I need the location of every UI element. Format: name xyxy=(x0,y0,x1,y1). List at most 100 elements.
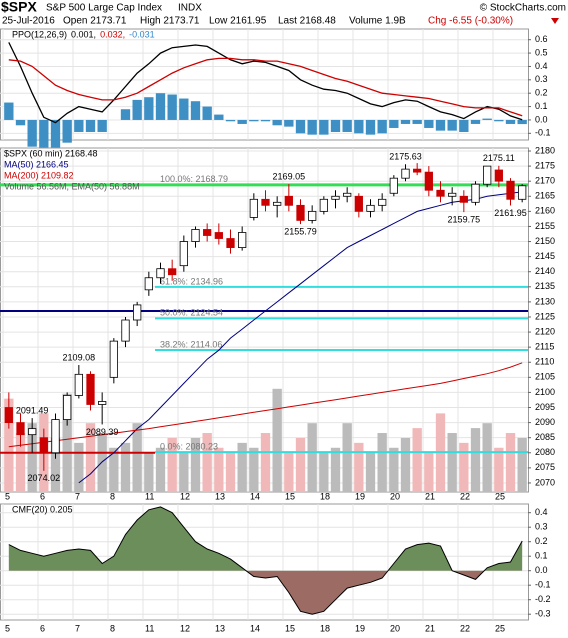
histogram-bar xyxy=(155,93,166,120)
x-tick-label: 14 xyxy=(250,623,260,633)
y-tick-label: 0.2 xyxy=(535,536,548,546)
low: Low 2161.95 xyxy=(209,16,267,27)
y-tick-label: 0.4 xyxy=(535,507,548,517)
histogram-bar xyxy=(435,119,446,131)
y-tick-label: 2170 xyxy=(535,176,555,186)
histogram-bar xyxy=(365,119,376,135)
candle-body xyxy=(98,401,107,405)
x-tick-label: 20 xyxy=(390,491,400,501)
y-tick-label: 2180 xyxy=(535,145,555,155)
histogram-bar xyxy=(179,98,189,120)
candle-body xyxy=(156,268,165,279)
y-tick-label: 2150 xyxy=(535,236,555,246)
open: Open 2173.71 xyxy=(63,16,127,27)
x-tick-label: 19 xyxy=(355,491,365,501)
histogram-bar xyxy=(225,119,236,122)
volume-bar xyxy=(202,433,212,492)
histogram-bar xyxy=(505,119,516,124)
volume-bar xyxy=(365,452,376,492)
x-tick-label: 5 xyxy=(5,623,10,633)
volume-bar xyxy=(354,442,364,492)
x-tick-label: 18 xyxy=(320,623,330,633)
y-tick-label: 0.1 xyxy=(535,551,548,561)
candle-body xyxy=(284,195,293,206)
y-tick-label: 2075 xyxy=(535,462,555,472)
y-tick-label: 2130 xyxy=(535,296,555,306)
volume-bar xyxy=(494,447,504,492)
histogram-bar xyxy=(342,119,352,132)
candle-body xyxy=(238,232,247,248)
histogram-bar xyxy=(260,119,271,122)
volume-bar xyxy=(237,442,247,492)
x-tick-label: 6 xyxy=(40,491,45,501)
volume-bar xyxy=(4,398,14,492)
x-tick-label: 18 xyxy=(320,491,330,501)
volume-bar xyxy=(482,423,492,492)
histogram-bar xyxy=(307,119,317,135)
histogram-bar xyxy=(39,119,49,162)
y-tick-label: 0.2 xyxy=(535,88,548,98)
volume-bar xyxy=(459,442,469,492)
x-tick-label: 19 xyxy=(355,623,365,633)
fib-label: 0.0%: 2080.23 xyxy=(160,441,218,451)
fib-label: 38.2%: 2114.06 xyxy=(160,339,222,349)
x-tick-label: 13 xyxy=(215,623,225,633)
candle-body xyxy=(4,407,13,423)
panel-title: PPO(12,26,9) xyxy=(12,29,67,39)
histogram-bar xyxy=(354,119,364,134)
histogram-bar xyxy=(412,119,422,124)
x-tick-label: 12 xyxy=(180,491,190,501)
volume-bar xyxy=(272,388,282,492)
volume-bar xyxy=(447,433,457,492)
volume-bar xyxy=(27,423,37,492)
volume-bar xyxy=(377,433,387,492)
volume-bar xyxy=(342,423,352,492)
x-tick-label: 5 xyxy=(5,491,10,501)
price-annotation: 2074.02 xyxy=(28,473,61,483)
y-tick-label: 2120 xyxy=(535,326,555,336)
volume-bar xyxy=(260,433,271,492)
candle-body xyxy=(518,185,527,200)
y-tick-label: 0.1 xyxy=(535,101,548,111)
volume-bar xyxy=(144,452,154,492)
symbol: $SPX xyxy=(1,0,37,15)
volume-bar xyxy=(155,447,166,492)
candle-body xyxy=(261,198,270,206)
name: S&P 500 Large Cap Index xyxy=(46,3,162,14)
x-tick-label: 21 xyxy=(425,491,435,501)
cmf-area-positive xyxy=(8,506,523,571)
candle-body xyxy=(389,177,398,194)
panel-title: CMF(20) 0.205 xyxy=(12,504,73,514)
candle-body xyxy=(354,195,363,212)
candle-body xyxy=(273,201,282,206)
volume-bar xyxy=(120,442,131,492)
candle-body xyxy=(331,195,340,200)
fib-label: 100.0%: 2168.79 xyxy=(160,174,228,184)
ppo-line xyxy=(8,42,523,124)
candle-body xyxy=(366,204,375,212)
down-arrow xyxy=(551,18,559,24)
histogram-bar xyxy=(74,119,84,132)
candle-body xyxy=(109,340,118,378)
histogram-bar xyxy=(202,106,212,120)
histogram-bar xyxy=(190,101,201,120)
x-tick-label: 7 xyxy=(75,491,80,501)
histogram-bar xyxy=(4,102,14,120)
y-tick-label: -0.1 xyxy=(535,128,551,138)
histogram-bar xyxy=(517,119,527,125)
volume-bar xyxy=(109,447,119,492)
ppo-line xyxy=(8,57,523,117)
y-tick-label: 2090 xyxy=(535,417,555,427)
candle-body xyxy=(308,210,317,221)
volume-bar xyxy=(50,437,61,492)
y-tick-label: -0.1 xyxy=(535,580,551,590)
x-tick-label: 22 xyxy=(460,623,470,633)
y-tick-label: -0.3 xyxy=(535,609,551,619)
y-tick-label: 2105 xyxy=(535,372,555,382)
moving-average xyxy=(78,191,523,484)
volume-bar xyxy=(179,452,189,492)
candle-body xyxy=(133,304,142,321)
x-tick-label: 25 xyxy=(495,623,505,633)
histogram-bar xyxy=(424,119,434,128)
y-tick-label: 2145 xyxy=(535,251,555,261)
